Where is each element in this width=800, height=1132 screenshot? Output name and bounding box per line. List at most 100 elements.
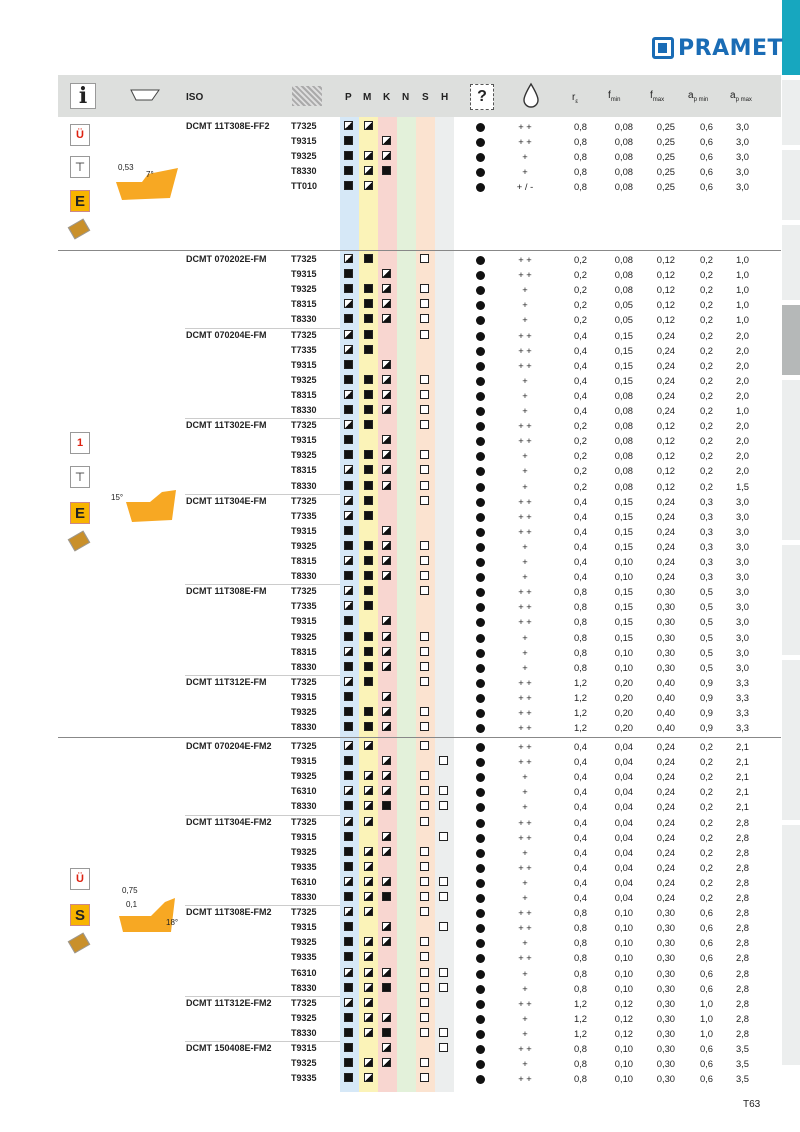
side-tab-3[interactable] <box>782 225 800 300</box>
table-row: T8330 +0,2 0,05 0,12 0,2 1,0 <box>185 313 765 328</box>
suitability-m-icon <box>364 510 373 520</box>
suitability-k-icon <box>382 465 391 475</box>
availability-dot-icon <box>476 999 485 1009</box>
suitability-p-icon <box>344 314 353 324</box>
group3-dim-3: 18° <box>166 918 179 927</box>
iso-code: DCMT 11T312E-FM <box>186 676 267 687</box>
depth-min: 0,2 <box>699 450 713 462</box>
cutting-level: + <box>522 1027 528 1039</box>
depth-max: 2,1 <box>735 786 749 798</box>
suitability-s-icon <box>420 329 429 339</box>
feed-max: 0,30 <box>656 982 675 994</box>
cutting-level: + <box>522 374 528 386</box>
header-m: M <box>363 92 372 103</box>
suitability-s-icon <box>420 676 429 686</box>
suitability-s-icon <box>420 801 429 811</box>
grade: T6310 <box>291 786 317 797</box>
side-tab-7[interactable] <box>782 660 800 820</box>
side-tab-8[interactable] <box>782 825 800 1065</box>
header-n: N <box>402 92 410 103</box>
cutting-level: + / - <box>516 181 534 193</box>
depth-max: 3,0 <box>735 525 749 537</box>
depth-min: 0,2 <box>699 284 713 296</box>
suitability-m-icon <box>364 1073 373 1083</box>
feed-min: 0,08 <box>614 284 633 296</box>
side-tab-1[interactable] <box>782 80 800 145</box>
suitability-p-icon <box>344 586 353 596</box>
depth-min: 0,2 <box>699 741 713 752</box>
suitability-s-icon <box>420 450 429 460</box>
grade: T9325 <box>291 846 317 857</box>
cutting-level: + <box>522 1058 528 1070</box>
availability-dot-icon <box>476 788 485 798</box>
feed-max: 0,24 <box>656 374 675 386</box>
feed-max: 0,40 <box>656 707 675 718</box>
depth-min: 0,3 <box>699 540 713 552</box>
depth-max: 2,0 <box>735 420 749 432</box>
suitability-s-icon <box>420 495 429 505</box>
cutting-level: + <box>522 571 528 583</box>
side-tab-2[interactable] <box>782 150 800 220</box>
feed-min: 0,10 <box>614 661 633 673</box>
depth-max: 2,0 <box>735 465 749 477</box>
grade: T7325 <box>291 495 317 506</box>
corner-radius: 0,4 <box>573 876 587 888</box>
group3-profile-drawing <box>119 898 175 932</box>
grade: T7325 <box>291 676 317 687</box>
availability-dot-icon <box>476 678 485 688</box>
grade: T7325 <box>291 816 317 827</box>
depth-min: 0,9 <box>699 691 713 703</box>
suitability-k-icon <box>382 136 391 146</box>
availability-dot-icon <box>476 773 485 783</box>
corner-radius: 1,2 <box>573 676 587 688</box>
table-row: T8330 +0,8 0,10 0,30 0,6 2,8 <box>185 982 765 997</box>
depth-max: 2,8 <box>735 846 749 858</box>
suitability-p-icon <box>344 676 353 686</box>
availability-dot-icon <box>476 863 485 873</box>
corner-radius: 0,8 <box>573 1073 587 1085</box>
group1-dim-1: 0,53 <box>118 163 134 172</box>
suitability-s-icon <box>420 907 429 917</box>
availability-dot-icon <box>476 153 485 163</box>
feed-min: 0,08 <box>614 465 633 477</box>
material-texture-icon <box>292 86 322 106</box>
feed-min: 0,15 <box>614 510 633 522</box>
depth-max: 2,8 <box>735 861 749 873</box>
depth-min: 0,2 <box>699 756 713 768</box>
suitability-s-icon <box>420 892 429 901</box>
table-row: DCMT 11T302E-FM T7325 + + 0,2 0,08 0,12 0,2 2,0 <box>185 419 765 434</box>
availability-dot-icon <box>476 848 485 858</box>
corner-radius: 0,2 <box>573 284 587 296</box>
feed-min: 0,15 <box>614 359 633 371</box>
depth-max: 3,0 <box>735 121 749 132</box>
suitability-p-icon <box>344 450 353 460</box>
availability-dot-icon <box>476 648 485 658</box>
feed-min: 0,08 <box>614 450 633 462</box>
question-icon: ? <box>470 84 494 110</box>
feed-max: 0,24 <box>656 771 675 783</box>
suitability-s-icon <box>420 465 429 475</box>
suitability-p-icon <box>344 1058 353 1068</box>
iso-code: DCMT 11T312E-FM2 <box>186 997 272 1008</box>
band-n <box>397 75 416 1092</box>
side-tab-6[interactable] <box>782 545 800 655</box>
side-tab-top[interactable] <box>782 0 800 75</box>
side-tab-5[interactable] <box>782 380 800 540</box>
suitability-s-icon <box>420 254 429 263</box>
iso-divider <box>185 327 340 329</box>
cutting-level: + <box>522 982 528 994</box>
feed-min: 0,15 <box>614 586 633 598</box>
grade: T7325 <box>291 329 317 340</box>
suitability-k-icon <box>382 1058 391 1068</box>
cutting-level: + + <box>518 616 532 628</box>
grade: T9315 <box>291 756 317 767</box>
grade: T9325 <box>291 450 317 461</box>
grade: T8330 <box>291 982 317 993</box>
side-tab-active[interactable] <box>782 305 800 375</box>
suitability-k-icon <box>382 540 391 550</box>
iso-divider <box>185 814 340 816</box>
feed-max: 0,24 <box>656 510 675 522</box>
suitability-m-icon <box>364 892 373 901</box>
suitability-k-icon <box>382 661 391 671</box>
suitability-m-icon <box>364 722 373 732</box>
